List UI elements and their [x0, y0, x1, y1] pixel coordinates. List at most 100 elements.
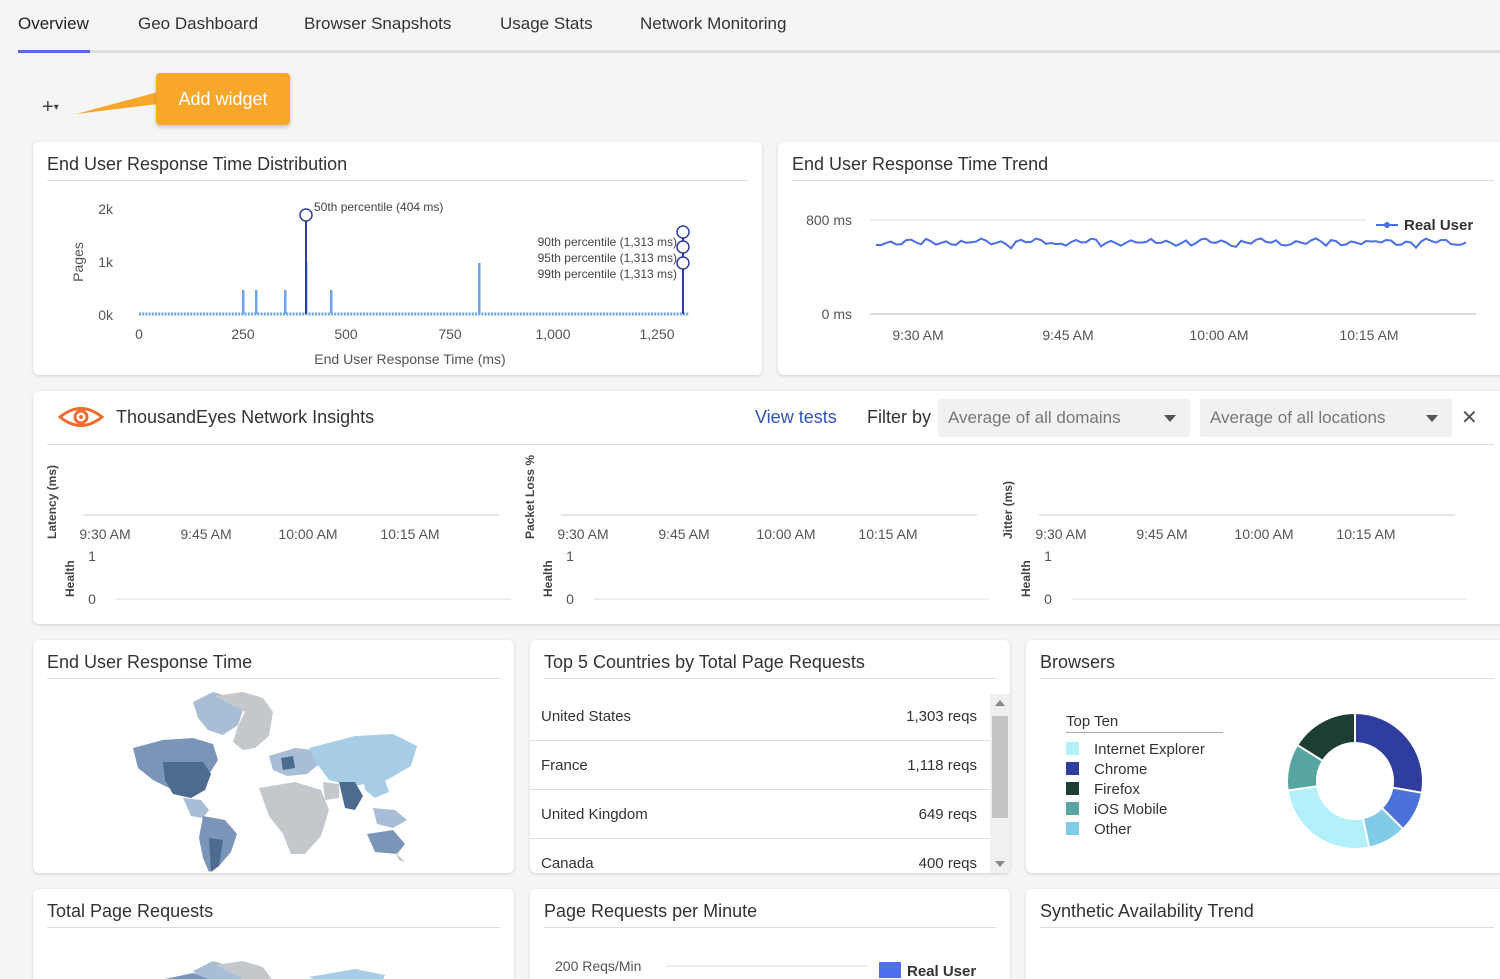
- packet-loss-chart: Packet Loss % 9:30 AM 9:45 AM 10:00 AM 1…: [523, 455, 989, 607]
- country-value: 400 reqs: [918, 855, 977, 872]
- histogram-bar[interactable]: [330, 290, 333, 314]
- tab-browser-snapshots[interactable]: Browser Snapshots: [304, 14, 452, 33]
- health-axis-label: Health: [1019, 560, 1033, 597]
- p90-marker[interactable]: [676, 225, 690, 239]
- add-widget-button[interactable]: +▾: [42, 96, 59, 119]
- caret-down-icon: ▾: [53, 102, 59, 114]
- card-title: Total Page Requests: [47, 901, 214, 921]
- browsers-card: Browsers Top Ten Internet Explorer Chrom…: [1026, 640, 1500, 873]
- x-tick: 9:30 AM: [79, 526, 130, 542]
- x-tick: 9:30 AM: [1035, 526, 1086, 542]
- legend-item-other[interactable]: Other: [1066, 821, 1132, 838]
- legend-item-ios-mobile[interactable]: iOS Mobile: [1066, 801, 1167, 818]
- legend-item-internet-explorer[interactable]: Internet Explorer: [1066, 741, 1205, 758]
- tab-geo-dashboard[interactable]: Geo Dashboard: [138, 14, 259, 33]
- swatch-icon: [1066, 802, 1079, 815]
- list-item[interactable]: France 1,118 reqs: [530, 741, 990, 790]
- swatch-icon: [1066, 822, 1079, 835]
- country-value: 649 reqs: [918, 806, 977, 823]
- health-tick-1: 1: [1044, 548, 1052, 564]
- tab-usage-stats[interactable]: Usage Stats: [500, 14, 593, 33]
- x-tick-1000: 10:00 AM: [1189, 327, 1248, 343]
- total-page-requests-card: Total Page Requests: [33, 889, 514, 979]
- histogram-bar[interactable]: [242, 290, 245, 314]
- card-title: Synthetic Availability Trend: [1040, 901, 1254, 921]
- card-title: Top 5 Countries by Total Page Requests: [544, 652, 865, 672]
- requests-per-minute-chart: 200 Reqs/Min Real User: [555, 958, 976, 979]
- country-name: United States: [541, 708, 632, 725]
- legend-real-user[interactable]: Real User: [907, 963, 976, 979]
- health-axis-label: Health: [63, 560, 77, 597]
- x-tick-1015: 10:15 AM: [1339, 327, 1398, 343]
- network-insights-card: ThousandEyes Network Insights View tests…: [33, 391, 1500, 624]
- location-select-value: Average of all locations: [1210, 408, 1386, 427]
- x-tick: 10:00 AM: [1234, 526, 1293, 542]
- scroll-up-icon[interactable]: [995, 700, 1005, 706]
- view-tests-link[interactable]: View tests: [755, 407, 837, 427]
- list-item[interactable]: Canada 400 reqs: [530, 839, 990, 873]
- location-select[interactable]: Average of all locations: [1200, 399, 1452, 437]
- x-tick: 9:45 AM: [658, 526, 709, 542]
- histogram-bar[interactable]: [284, 290, 287, 314]
- scroll-thumb[interactable]: [992, 716, 1008, 818]
- list-item[interactable]: United States 1,303 reqs: [530, 692, 990, 741]
- scroll-down-icon[interactable]: [995, 861, 1005, 867]
- network-charts: Latency (ms) 9:30 AM 9:45 AM 10:00 AM 10…: [45, 455, 1467, 607]
- plus-icon: +: [42, 96, 54, 118]
- p50-marker[interactable]: [299, 208, 313, 222]
- x-tick: 10:15 AM: [380, 526, 439, 542]
- country-name: France: [541, 757, 588, 774]
- donut-slice[interactable]: [1286, 785, 1371, 850]
- p95-marker[interactable]: [676, 240, 690, 254]
- tab-overview[interactable]: Overview: [18, 14, 89, 33]
- card-divider: [792, 180, 1494, 181]
- health-tick-1: 1: [88, 548, 96, 564]
- distribution-chart: 2k 1k 0k Pages 0 250 500 750 1,000 1,250…: [70, 200, 690, 367]
- card-divider: [1040, 927, 1494, 928]
- x-tick: 9:45 AM: [180, 526, 231, 542]
- list-item[interactable]: United Kingdom 649 reqs: [530, 790, 990, 839]
- p99-marker[interactable]: [676, 256, 690, 270]
- close-icon[interactable]: ✕: [1461, 407, 1478, 429]
- swatch-icon: [1066, 782, 1079, 795]
- legend-real-user[interactable]: Real User: [1404, 217, 1473, 234]
- donut-slice[interactable]: [1295, 711, 1356, 763]
- legend-swatch-icon: [879, 962, 901, 978]
- card-title: End User Response Time Trend: [792, 154, 1049, 174]
- card-title: End User Response Time: [47, 652, 253, 672]
- histogram-bar[interactable]: [255, 290, 258, 314]
- chevron-down-icon: [1426, 415, 1438, 422]
- x-tick-930: 9:30 AM: [892, 327, 943, 343]
- donut-slice[interactable]: [1354, 711, 1424, 794]
- country-value: 1,118 reqs: [907, 757, 977, 774]
- list-scrollbar[interactable]: [990, 694, 1010, 873]
- legend-label: iOS Mobile: [1094, 801, 1168, 818]
- x-tick-500: 500: [334, 326, 358, 342]
- packet-loss-axis-label: Packet Loss %: [523, 455, 537, 539]
- x-tick: 10:00 AM: [756, 526, 815, 542]
- histogram-bar[interactable]: [478, 263, 481, 314]
- trend-chart: 800 ms 0 ms 9:30 AM 9:45 AM 10:00 AM 10:…: [806, 212, 1476, 343]
- health-tick-1: 1: [566, 548, 574, 564]
- tab-network-monitoring[interactable]: Network Monitoring: [640, 14, 787, 33]
- country-value: 1,303 reqs: [906, 708, 977, 725]
- real-user-series: [876, 237, 1467, 250]
- y-tick-800: 800 ms: [806, 212, 852, 228]
- x-tick-0: 0: [135, 326, 143, 342]
- y-tick-0k: 0k: [98, 307, 114, 323]
- domain-select[interactable]: Average of all domains: [938, 399, 1190, 437]
- page-requests-per-minute-card: Page Requests per Minute 200 Reqs/Min Re…: [530, 889, 1010, 979]
- chevron-down-icon: [1164, 415, 1176, 422]
- card-title: Browsers: [1040, 652, 1116, 672]
- x-tick: 9:45 AM: [1136, 526, 1187, 542]
- x-tick-750: 750: [438, 326, 462, 342]
- x-tick-945: 9:45 AM: [1042, 327, 1093, 343]
- legend-item-chrome[interactable]: Chrome: [1066, 761, 1147, 778]
- world-map[interactable]: [33, 640, 514, 873]
- legend-item-firefox[interactable]: Firefox: [1066, 781, 1140, 798]
- legend-divider: [1066, 732, 1223, 733]
- health-tick-0: 0: [88, 591, 96, 607]
- browsers-donut-chart[interactable]: [1275, 701, 1435, 861]
- response-time-map-card: End User Response Time: [33, 640, 514, 873]
- world-map[interactable]: [33, 889, 514, 979]
